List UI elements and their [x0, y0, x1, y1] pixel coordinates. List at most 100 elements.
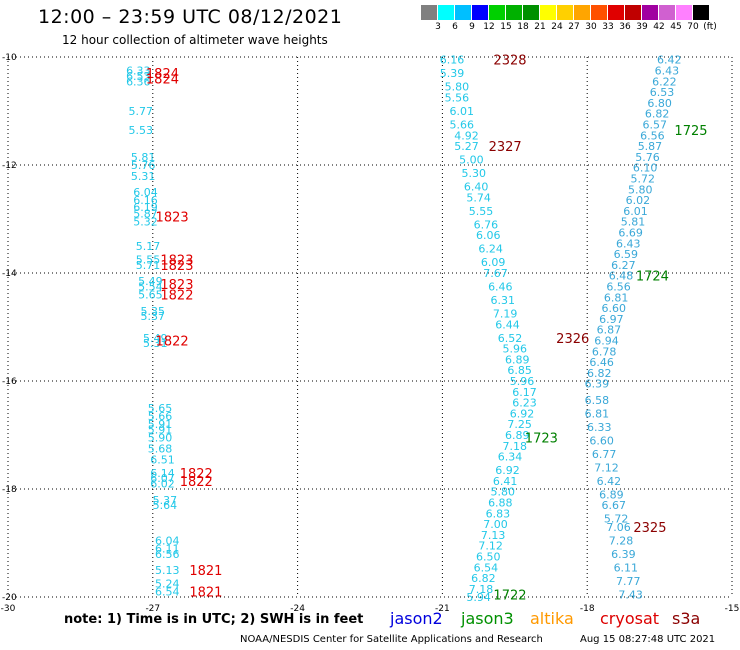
pass-time-label: 1822 [180, 475, 213, 490]
lat-tick-label: -14 [2, 269, 17, 279]
colorbar-swatch [506, 5, 522, 20]
colorbar-label: 30 [585, 22, 597, 32]
wave-height-value: 5.00 [459, 154, 484, 167]
wave-height-value: 5.80 [490, 486, 515, 499]
wave-height-value: 7.67 [483, 267, 508, 280]
wave-height-value: 6.31 [490, 294, 515, 307]
wave-height-value: 7.43 [618, 588, 643, 601]
wave-height-value: 5.64 [153, 499, 178, 512]
wave-height-value: 6.56 [640, 129, 665, 142]
wave-height-value: 7.12 [594, 461, 619, 474]
wave-height-value: 6.50 [476, 551, 501, 564]
pass-time-label: 2327 [489, 140, 522, 155]
wave-height-value: 5.31 [143, 337, 168, 350]
lon-tick-label: -27 [145, 604, 160, 614]
lon-tick-label: -30 [1, 604, 16, 614]
wave-height-value: 5.80 [445, 81, 470, 94]
colorbar-label: 24 [551, 22, 563, 32]
wave-height-value: 7.18 [469, 583, 494, 596]
wave-height-value: 6.02 [626, 194, 651, 207]
colorbar-swatch [489, 5, 505, 20]
wave-height-value: 5.76 [635, 151, 660, 164]
colorbar-swatch [676, 5, 692, 20]
wave-height-value: 6.09 [481, 256, 506, 269]
colorbar-swatch [574, 5, 590, 20]
colorbar-label: 12 [483, 22, 495, 32]
wave-height-value: 6.40 [464, 181, 489, 194]
wave-height-value: 6.52 [498, 332, 523, 345]
colorbar-label: 70 [687, 22, 699, 32]
lon-tick-label: -18 [580, 604, 595, 614]
wave-height-value: 5.65 [138, 289, 163, 302]
wave-height-value: 7.06 [606, 521, 631, 534]
pass-time-label: 1724 [636, 270, 669, 285]
wave-height-value: 6.87 [597, 324, 622, 337]
wave-height-value: 7.19 [493, 308, 518, 321]
wave-height-value: 5.90 [148, 432, 173, 445]
wave-height-value: 7.28 [609, 534, 634, 547]
pass-time-label: 1821 [189, 586, 222, 601]
wave-height-value: 5.96 [503, 343, 528, 356]
wave-height-value: 6.42 [657, 54, 682, 67]
page-subtitle: 12 hour collection of altimeter wave hei… [62, 33, 328, 47]
pass-time-label: 1823 [160, 278, 193, 293]
wave-height-value: 6.56 [606, 281, 631, 294]
wave-height-value: 7.25 [507, 418, 532, 431]
wave-height-value: 6.42 [597, 475, 622, 488]
wave-height-value: 7.12 [478, 540, 503, 553]
legend-altika: altika [530, 609, 574, 628]
wave-height-value: 6.51 [150, 453, 175, 466]
pass-time-label: 1722 [493, 588, 526, 603]
wave-height-value: 5.17 [136, 240, 161, 253]
footer-timestamp: Aug 15 08:27:48 UTC 2021 [580, 634, 716, 645]
wave-height-value: 5.39 [440, 67, 465, 80]
colorbar-label: 39 [636, 22, 648, 32]
pass-time-label: 1821 [189, 564, 222, 579]
wave-height-value: 6.43 [616, 237, 641, 250]
wave-height-value: 5.65 [148, 402, 173, 415]
legend-jason3: jason3 [461, 609, 514, 628]
wave-height-value: 6.54 [474, 561, 499, 574]
colorbar-label: 18 [517, 22, 529, 32]
wave-height-value: 6.81 [604, 291, 629, 304]
pass-time-label: 1823 [156, 210, 189, 225]
lat-tick-label: -20 [2, 593, 17, 603]
page-title: 12:00 – 23:59 UTC 08/12/2021 [38, 6, 343, 28]
wave-height-value: 5.71 [136, 259, 161, 272]
pass-time-label: 1822 [156, 335, 189, 350]
colorbar-swatch [540, 5, 556, 20]
wave-height-value: 5.24 [155, 578, 180, 591]
wave-height-value: 6.97 [599, 313, 624, 326]
lat-tick-label: -10 [2, 53, 17, 63]
wave-height-value: 5.53 [128, 124, 153, 137]
colorbar-label: 27 [568, 22, 580, 32]
wave-height-value: 6.82 [471, 572, 496, 585]
wave-height-value: 6.02 [150, 478, 175, 491]
lat-tick-label: -16 [2, 377, 17, 387]
wave-height-value: 6.76 [474, 218, 499, 231]
wave-height-value: 6.82 [587, 367, 612, 380]
wave-height-value: 7.77 [616, 575, 641, 588]
wave-height-value: 6.56 [155, 548, 180, 561]
wave-height-value: 6.82 [645, 108, 670, 121]
wave-height-value: 6.11 [614, 561, 639, 574]
colorbar-label: 42 [653, 22, 665, 32]
wave-height-value: 5.54 [138, 281, 163, 294]
wave-height-value: 6.78 [592, 345, 617, 358]
wave-height-value: 5.66 [449, 119, 474, 132]
colorbar-swatch [659, 5, 675, 20]
wave-height-value: 5.76 [131, 159, 156, 172]
pass-time-label: 1824 [146, 73, 179, 88]
wave-height-value: 5.81 [131, 151, 156, 164]
wave-height-value: 6.10 [633, 162, 658, 175]
pass-time-label: 2326 [556, 332, 589, 347]
wave-height-value: 5.27 [454, 140, 479, 153]
wave-height-value: 6.81 [585, 407, 610, 420]
wave-height-value: 5.32 [133, 216, 158, 229]
wave-height-value: 6.39 [585, 378, 610, 391]
wave-height-value: 6.19 [133, 201, 158, 214]
colorbar-swatch [455, 5, 471, 20]
wave-height-value: 6.94 [594, 335, 619, 348]
pass-time-label: 1824 [146, 67, 179, 82]
